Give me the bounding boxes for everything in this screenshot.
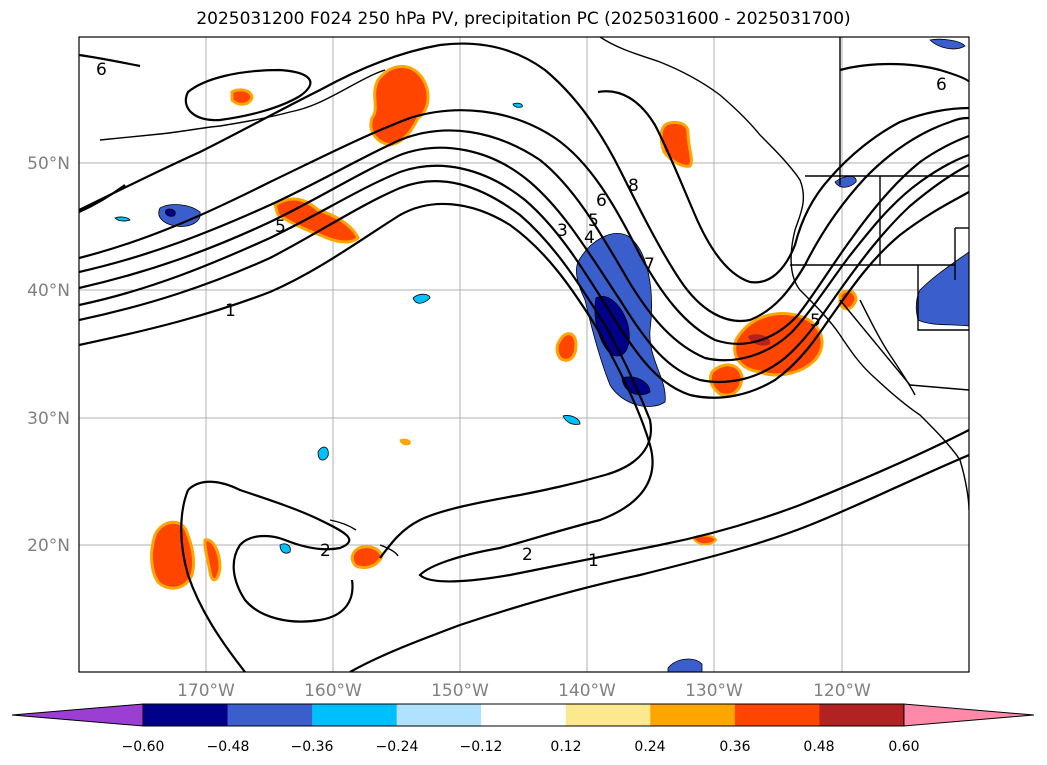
pv-contours (79, 42, 969, 672)
colorbar-segment (143, 704, 229, 726)
lat-label: 30°N (27, 409, 70, 429)
precip-blob-blue (929, 38, 966, 50)
colorbar-segment (565, 704, 651, 726)
pv-contour (79, 184, 126, 214)
colorbar-tick-label: −0.60 (122, 739, 165, 755)
colorbar-tick-label: 0.36 (719, 739, 750, 755)
precip-blob-orange (150, 520, 196, 590)
map-border (78, 36, 970, 673)
lon-label: 130°W (685, 681, 743, 701)
pv-contour (597, 90, 969, 284)
contour-label: 2 (522, 545, 533, 565)
colorbar-tick-label: 0.48 (803, 739, 834, 755)
lat-label: 40°N (27, 281, 70, 301)
colorbar-tick-label: −0.48 (207, 739, 250, 755)
pv-contour (187, 480, 354, 623)
lon-label: 160°W (304, 681, 362, 701)
colorbar-tick-label: 0.12 (550, 739, 581, 755)
colorbar-tick-label: 0.24 (634, 739, 665, 755)
contour-label: 1 (588, 551, 599, 571)
pv-contour (180, 489, 246, 672)
colorbar-extend-left (11, 703, 144, 727)
contour-label: 3 (557, 221, 568, 241)
colorbar-tick-label: −0.12 (460, 739, 503, 755)
precip-blob-orange (399, 438, 411, 446)
precip-blob-lightblue (114, 216, 131, 222)
pv-contour (79, 202, 969, 583)
map-title: 2025031200 F024 250 hPa PV, precipitatio… (196, 9, 851, 29)
longitude-labels: 170°W 160°W 150°W 140°W 130°W 120°W (177, 681, 871, 701)
lon-label: 150°W (431, 681, 489, 701)
contour-label: 6 (96, 60, 107, 80)
contour-label: 8 (628, 176, 639, 196)
precip-blob-orange (203, 538, 222, 582)
precip-blob-lightblue (512, 102, 523, 108)
precip-blob-orange (230, 88, 254, 106)
pv-contour (79, 42, 969, 323)
precip-positive (150, 65, 858, 590)
colorbar (11, 703, 1034, 727)
precip-blob-darkblue (165, 208, 176, 217)
colorbar-segment (227, 704, 313, 726)
colorbar-segment (396, 704, 482, 726)
colorbar-tick-labels: −0.60 −0.48 −0.36 −0.24 −0.12 0.12 0.24 … (122, 739, 920, 755)
contour-labels: 6 6 5 4 3 5 6 7 8 1 2 2 1 5 (96, 60, 947, 571)
colorbar-tick-label: −0.24 (376, 739, 419, 755)
contour-label: 5 (588, 211, 599, 231)
contour-label: 6 (596, 191, 607, 211)
colorbar-segment (734, 704, 820, 726)
pv-contour (79, 180, 652, 559)
pv-contour (79, 164, 969, 399)
precip-blob-lightblue (279, 543, 291, 554)
colorbar-segment (312, 704, 398, 726)
precip-blob-lightblue (317, 446, 329, 461)
map-area (79, 37, 969, 672)
precip-blob-blue (915, 251, 969, 327)
colorbar-segment (481, 704, 567, 726)
precip-blob-orange (555, 332, 578, 362)
lat-label: 50°N (27, 154, 70, 174)
colorbar-extend-right (903, 703, 1034, 727)
pv-contour (79, 146, 969, 384)
contour-label: 6 (936, 75, 947, 95)
colorbar-tick-label: −0.36 (291, 739, 334, 755)
contour-label: 5 (275, 217, 286, 237)
gridlines (79, 37, 969, 672)
lat-label: 20°N (27, 536, 70, 556)
lon-label: 120°W (813, 681, 871, 701)
contour-label: 5 (810, 311, 821, 331)
lon-label: 140°W (558, 681, 616, 701)
precip-blob-orange (369, 65, 430, 147)
pv-contour (79, 53, 141, 68)
lon-label: 170°W (177, 681, 235, 701)
contour-label: 1 (225, 301, 236, 321)
pv-contour (839, 62, 969, 83)
pv-contour (79, 129, 969, 362)
precip-blob-blue (667, 658, 703, 672)
colorbar-segment (819, 704, 905, 726)
pv-contour (349, 453, 969, 672)
latitude-labels: 50°N 40°N 30°N 20°N (27, 154, 70, 556)
precip-blob-lightblue (412, 293, 431, 304)
colorbar-segment (650, 704, 736, 726)
colorbar-tick-label: 0.60 (888, 739, 919, 755)
contour-label: 4 (584, 228, 595, 248)
contour-label: 7 (644, 255, 655, 275)
contour-label: 2 (320, 541, 331, 561)
pv-contour (184, 68, 312, 122)
pv-contour (79, 109, 969, 345)
precip-blob-lightblue (562, 415, 581, 425)
precip-blob-orange (708, 363, 744, 397)
precip-blob-orange (350, 545, 384, 570)
